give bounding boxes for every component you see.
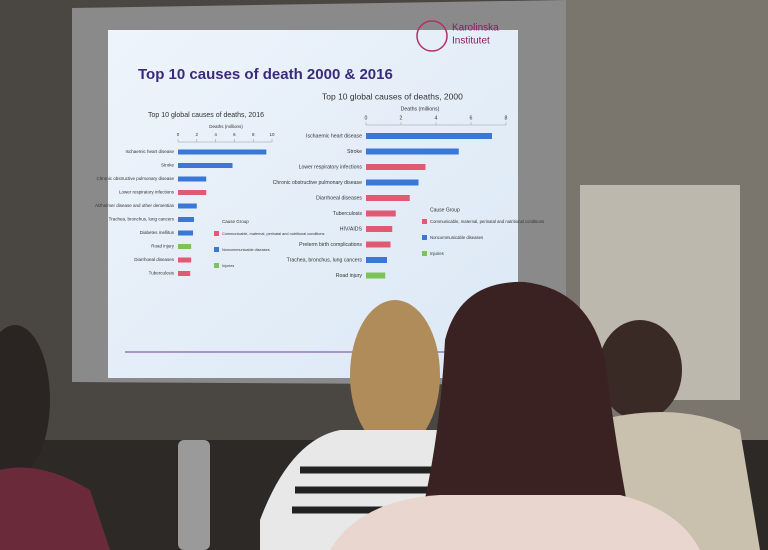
legend-swatch (214, 247, 219, 252)
chart-title: Top 10 global causes of deaths, 2000 (322, 91, 463, 101)
audience (0, 281, 768, 550)
charts: Top 10 global causes of deaths, 2016 Deat… (95, 91, 544, 279)
person-right-head (598, 320, 682, 420)
bottle (178, 440, 210, 550)
x-tick-label: 2 (196, 132, 199, 137)
category-label: Ischaemic heart disease (125, 149, 174, 154)
category-label: Lower respiratory infections (299, 164, 363, 170)
bar (178, 244, 192, 249)
category-label: HIV/AIDS (340, 226, 363, 232)
axis-label: Deaths (millions) (401, 106, 440, 112)
legend-label: Noncommunicable diseases (430, 235, 483, 240)
category-label: Alzheimer disease and other dementias (95, 203, 175, 208)
category-label: Road injury (151, 244, 175, 249)
bar (178, 257, 192, 263)
category-label: Tuberculosis (333, 211, 363, 217)
logo-text: Karolinska (452, 23, 499, 34)
x-tick-label: 8 (252, 132, 255, 137)
legend-swatch (214, 263, 219, 268)
bar (178, 163, 233, 168)
bar (366, 195, 410, 201)
person-blonde-head (350, 300, 440, 450)
bar (178, 271, 191, 276)
legend-label: Injuries (430, 251, 444, 256)
bar (178, 230, 194, 236)
x-tick-label: 6 (233, 132, 236, 137)
logo-seal (416, 20, 448, 52)
x-tick-label: 0 (365, 115, 368, 121)
category-label: Trachea, bronchus, lung cancers (287, 257, 363, 263)
person-left (0, 325, 50, 475)
category-label: Chronic obstructive pulmonary disease (273, 180, 362, 186)
bar (366, 272, 386, 279)
legend-label: Communicable, maternal, perinatal and nu… (222, 232, 324, 236)
bar (178, 217, 194, 222)
legend-swatch (422, 235, 427, 240)
legend-title: Cause Group (222, 219, 249, 224)
bar (366, 257, 387, 263)
axis-label: Deaths (millions) (209, 124, 243, 129)
category-label: Lower respiratory infections (119, 190, 175, 195)
bar (366, 164, 426, 170)
bar (178, 190, 207, 195)
bar (366, 133, 492, 139)
x-tick-label: 4 (214, 132, 217, 137)
legend-swatch (422, 219, 427, 224)
category-label: Trachea, bronchus, lung cancers (109, 217, 175, 222)
legend-swatch (422, 251, 427, 256)
bar (366, 226, 393, 232)
category-label: Diarrhoeal diseases (316, 195, 362, 201)
category-label: Stroke (347, 149, 362, 155)
bar (178, 149, 267, 155)
x-tick-label: 0 (177, 132, 180, 137)
legend-label: Noncommunicable diseases (222, 248, 270, 252)
category-label: Diabetes mellitus (140, 230, 175, 235)
bar (366, 148, 459, 155)
x-tick-label: 6 (470, 115, 473, 121)
x-tick-label: 2 (400, 115, 403, 121)
legend-label: Injuries (222, 264, 234, 268)
slide (108, 30, 518, 378)
x-tick-label: 4 (435, 115, 438, 121)
person-hijab (420, 281, 630, 520)
legend-swatch (214, 231, 219, 236)
category-label: Stroke (161, 163, 175, 168)
bar (178, 176, 207, 182)
category-label: Road injury (336, 273, 363, 279)
person-hijab-shirt (330, 495, 700, 550)
bar (366, 241, 391, 248)
bar (178, 203, 197, 209)
category-label: Preterm birth complications (299, 242, 362, 248)
category-label: Tuberculosis (149, 271, 175, 276)
person-left-body (0, 467, 110, 550)
bar (366, 179, 419, 186)
slide-title: Top 10 causes of death 2000 & 2016 (138, 66, 393, 83)
category-label: Diarrhoeal diseases (134, 257, 175, 262)
legend-label: Communicable, maternal, perinatal and nu… (430, 219, 544, 224)
bar (366, 210, 396, 217)
category-label: Chronic obstructive pulmonary disease (96, 176, 174, 181)
chart-title: Top 10 global causes of deaths, 2016 (148, 112, 264, 119)
logo-text: Institutet (452, 36, 490, 47)
category-label: Ischaemic heart disease (306, 133, 362, 139)
x-tick-label: 10 (269, 132, 275, 137)
x-tick-label: 8 (505, 115, 508, 121)
legend-title: Cause Group (430, 207, 460, 213)
